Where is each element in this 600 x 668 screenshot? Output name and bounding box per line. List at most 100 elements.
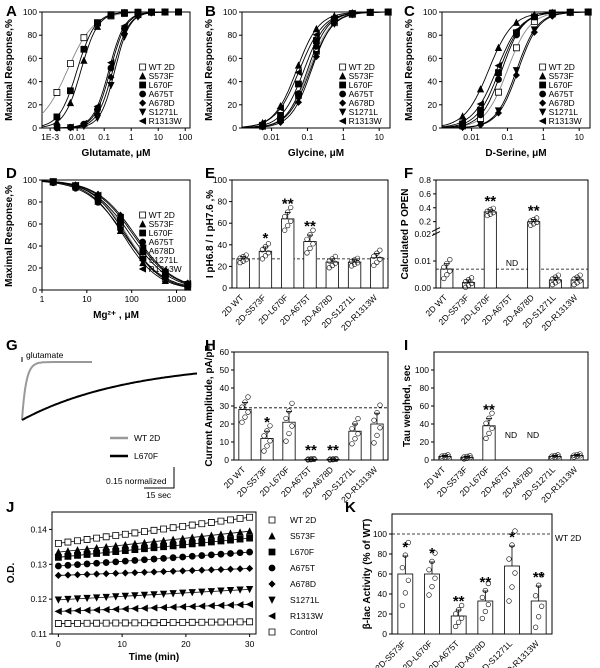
data-point — [169, 567, 177, 575]
data-point — [456, 619, 462, 625]
data-point — [461, 454, 467, 460]
data-point — [495, 76, 502, 83]
data-point — [490, 205, 496, 211]
y-tick-label: 20 — [228, 100, 238, 110]
panel-i-x-ticks: 2D WT2D-S573F2D-L670F2D-A675T2D-A678D2D-… — [422, 464, 580, 504]
legend-marker — [538, 72, 547, 80]
y-tick-label: 0 — [232, 123, 237, 133]
data-point — [458, 117, 466, 126]
y-tick-label: 100 — [23, 7, 37, 17]
data-point — [198, 539, 206, 547]
data-point — [93, 559, 101, 567]
panel-a-chart: 1E-3 0.01 0.1 1 10 100 0 20 40 60 80 100 Glutamate… — [4, 7, 193, 159]
data-point — [160, 543, 167, 551]
significance-mark: ** — [304, 218, 316, 235]
legend-label: Control — [290, 627, 318, 637]
data-point — [312, 31, 320, 39]
data-point — [574, 280, 580, 286]
data-point — [245, 409, 251, 415]
data-point — [159, 603, 167, 612]
data-point — [102, 570, 110, 578]
panel-c-frame — [441, 11, 591, 129]
data-point — [236, 535, 244, 543]
data-point — [54, 571, 62, 580]
data-point — [374, 432, 380, 438]
legend-label: A675T — [549, 89, 574, 99]
data-point — [464, 453, 470, 459]
data-point — [198, 566, 206, 574]
data-point — [53, 113, 61, 121]
data-point — [265, 241, 272, 247]
panel-a-x-ticks: 1E-3 0.01 0.1 1 10 100 — [41, 128, 193, 142]
data-point — [112, 619, 120, 627]
y-tick-label: 0.01 — [414, 256, 431, 266]
data-point — [131, 529, 139, 537]
data-point — [441, 275, 447, 282]
data-point — [111, 605, 120, 613]
panel-letter-k: K — [345, 499, 356, 516]
significance-mark: ** — [305, 442, 317, 459]
data-point — [267, 438, 273, 444]
data-point — [574, 274, 580, 280]
legend-label: WT 2D — [149, 62, 175, 72]
data-point — [150, 526, 158, 534]
bar — [281, 218, 295, 289]
panel-i-chart: ** ND ND 0 20 40 60 80 100 2D WT2D-S573F2D-L670… — [402, 351, 589, 505]
data-point — [54, 607, 62, 615]
data-point — [307, 232, 313, 238]
legend-label: S573F — [290, 531, 315, 541]
panel-c-xlabel: D-Serine, μM — [485, 148, 546, 159]
x-tick-label: 1E-3 — [41, 132, 59, 142]
legend-label: WT 2D — [349, 62, 375, 72]
panel-letter-i: I — [404, 337, 408, 354]
data-point — [93, 570, 101, 578]
data-point — [377, 425, 383, 431]
legend-marker — [268, 564, 276, 572]
data-point — [102, 619, 110, 627]
panel-a-ylabel: Maximal Response,% — [4, 19, 15, 121]
data-point — [198, 618, 206, 626]
legend-marker — [139, 90, 147, 98]
data-point — [121, 547, 129, 555]
panel-a-frame — [41, 11, 191, 129]
x-tick-label: 10 — [574, 132, 584, 142]
y-tick-label: 80 — [218, 197, 228, 207]
y-tick-label: 100 — [423, 7, 437, 17]
panel-a-y-ticks: 0 20 40 60 80 100 — [23, 7, 42, 133]
data-point — [160, 555, 167, 562]
x-tick-label: 10 — [374, 132, 384, 142]
data-point — [577, 272, 583, 278]
data-point — [131, 546, 139, 554]
data-point — [67, 87, 74, 95]
data-point — [352, 421, 358, 427]
data-point — [530, 13, 538, 21]
panel-letter-e: E — [205, 165, 215, 182]
data-point — [577, 451, 583, 457]
y-tick-label: 20 — [218, 261, 228, 271]
legend-label: S1271L — [549, 107, 579, 117]
data-point — [107, 58, 115, 67]
significance-mark: ** — [453, 593, 465, 610]
legend-label: R1313W — [549, 116, 582, 126]
data-point — [54, 539, 62, 547]
panel-k-reference-label: WT 2D — [555, 533, 581, 543]
legend-marker — [338, 108, 347, 116]
data-point — [310, 227, 316, 233]
data-point — [73, 571, 82, 579]
data-point — [198, 588, 206, 596]
y-tick-label: 0.4 — [419, 203, 431, 213]
panel-k-x-ticks: 2D-S573F2D-L670F2D-A675T2D-A678D2D-S1271… — [373, 638, 541, 668]
y-tick-label: 0 — [32, 123, 37, 133]
data-point — [468, 280, 475, 287]
data-point — [121, 605, 129, 613]
data-point — [462, 279, 469, 285]
data-point — [217, 618, 225, 626]
legend-label: S573F — [349, 71, 374, 81]
bar — [397, 573, 414, 635]
data-point — [506, 556, 512, 562]
panel-j-chart: 0 10 20 30 0.11 0.12 0.13 0.14 Time (min) O.D.… — [6, 511, 323, 663]
panel-b-chart: 0.01 0.1 1 10 0 20 40 60 80 100 Glycine, μM Maxi… — [204, 7, 392, 159]
panel-j-ylabel: O.D. — [6, 563, 17, 584]
panel-letter-d: D — [6, 165, 17, 182]
